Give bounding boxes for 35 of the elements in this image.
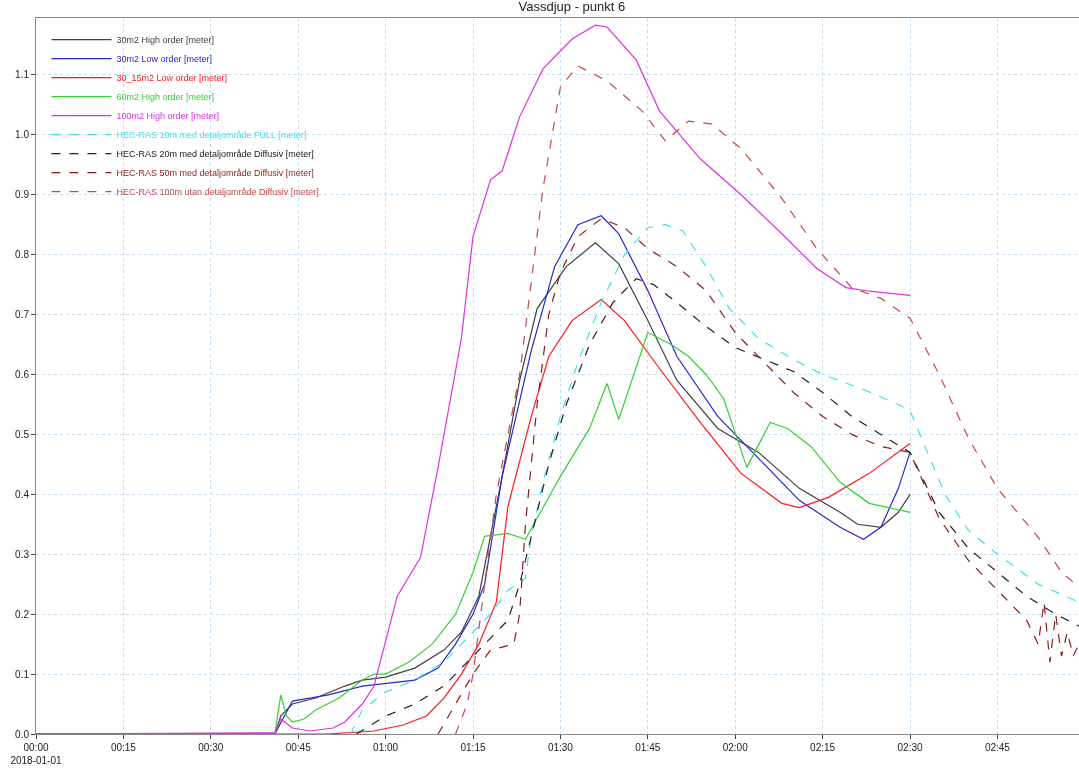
- y-tick-label: 0.2: [15, 608, 30, 620]
- line-series: [36, 24, 911, 734]
- x-tick-label: 02:45: [984, 742, 1011, 753]
- y-tick-label: 1.0: [15, 129, 30, 141]
- x-tick-label: 02:15: [810, 742, 836, 753]
- x-tick-label: 00:00 2018-01-01: [10, 742, 63, 766]
- text: HEC-RAS 50m med detaljområde Diffusiv [meter]: [116, 168, 314, 179]
- y-tick-label: 0.4: [15, 488, 30, 500]
- y-tick-label: 0.8: [15, 249, 30, 261]
- text: HEC-RAS 100m utan detaljområde Diffusiv [meter]: [116, 187, 319, 198]
- y-tick-label: 0.7: [15, 309, 30, 321]
- y-tick-label: 0.5: [15, 428, 30, 440]
- y-tick-label: 0.1: [15, 668, 30, 680]
- x-tick-label: 00:30: [198, 742, 224, 753]
- y-tick-label: 0.6: [15, 369, 30, 380]
- chart-title: Vassdjup - punkt 6: [518, 0, 626, 15]
- y-tick-label: 1.1: [15, 69, 30, 81]
- x-tick-label: 01:15: [460, 742, 486, 753]
- text: 30_15m2 Low order [meter]: [116, 73, 227, 84]
- text: HEC-RAS 20m med detaljområde Diffusiv [meter]: [116, 149, 314, 160]
- x-tick-label: 01:45: [635, 742, 661, 753]
- y-tick-label: 0.9: [15, 189, 30, 201]
- y-tick-label: 0.3: [15, 548, 30, 560]
- x-tick-label: 01:30: [547, 742, 574, 753]
- x-tick-label: 02:30: [897, 742, 923, 753]
- x-tick-label: 01:00: [373, 742, 399, 753]
- x-tick-label: 00:15: [110, 742, 137, 753]
- x-tick-label: 02:00: [722, 742, 749, 753]
- text: 60m2 High order [meter]: [116, 92, 214, 103]
- text: 100m2 High order [meter]: [116, 111, 219, 122]
- text: 30m2 High order [meter]: [116, 35, 214, 46]
- text: 30m2 Low order [meter]: [116, 54, 212, 65]
- text: HEC-RAS 10m med detaljområde FULL [meter]: [116, 130, 307, 141]
- x-tick-label: 00:45: [285, 742, 312, 753]
- y-tick-label: 0.0: [15, 728, 30, 740]
